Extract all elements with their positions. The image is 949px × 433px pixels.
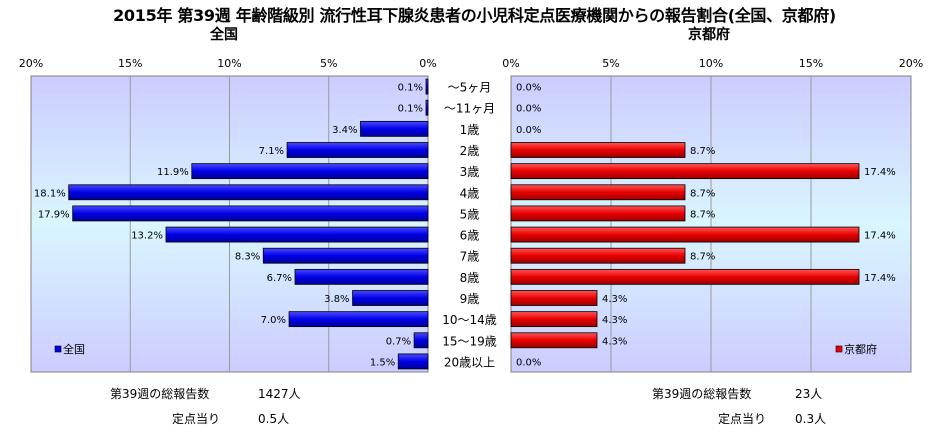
national-data-label: 6.7%	[267, 273, 292, 284]
kyoto-bar	[510, 142, 686, 158]
national-bar	[413, 332, 429, 349]
national-data-label: 3.4%	[332, 125, 357, 136]
category-label: 9歳	[460, 292, 480, 306]
national-bar	[165, 226, 429, 243]
national-legend-label: 全国	[63, 342, 85, 356]
category-label: 2歳	[460, 144, 480, 158]
national-bar	[72, 205, 429, 222]
kyoto-data-label: 4.3%	[602, 315, 627, 326]
kyoto-data-label: 0.0%	[516, 125, 541, 136]
national-bar	[191, 163, 429, 180]
kyoto-data-label: 0.0%	[516, 104, 541, 115]
national-total-label: 第39週の総報告数	[110, 387, 210, 401]
kyoto-bar	[510, 205, 686, 222]
kyoto-per-value: 0.3人	[795, 412, 827, 426]
national-bar	[352, 290, 429, 306]
national-data-label: 17.9%	[38, 209, 70, 220]
national-data-label: 11.9%	[157, 167, 189, 178]
national-data-label: 8.3%	[235, 252, 260, 263]
kyoto-data-label: 8.7%	[690, 146, 715, 157]
national-plot-border	[30, 75, 429, 373]
national-data-label: 18.1%	[34, 188, 66, 199]
national-total-value: 1427人	[258, 387, 301, 401]
national-bar	[425, 99, 429, 116]
kyoto-total-label: 第39週の総報告数	[652, 387, 752, 401]
national-bar	[397, 353, 429, 370]
chart-title: 2015年 第39週 年齢階級別 流行性耳下腺炎患者の小児科定点医療機関からの報…	[113, 6, 836, 25]
national-data-label: 1.5%	[370, 357, 395, 368]
kyoto-data-label: 17.4%	[864, 231, 896, 242]
kyoto-data-label: 17.4%	[864, 273, 896, 284]
kyoto-data-label: 4.3%	[602, 336, 627, 347]
national-tick-label: 0%	[419, 57, 436, 70]
kyoto-data-label: 8.7%	[690, 209, 715, 220]
category-label: ～5ヶ月	[448, 81, 492, 95]
kyoto-bar	[510, 268, 860, 285]
category-label: 20歳以上	[444, 355, 495, 369]
kyoto-plot-border	[510, 75, 912, 373]
kyoto-data-label: 8.7%	[690, 252, 715, 263]
kyoto-tick-label: 10%	[699, 57, 723, 70]
kyoto-tick-label: 20%	[899, 57, 923, 70]
kyoto-data-label: 0.0%	[516, 83, 541, 94]
category-label: 6歳	[460, 229, 480, 243]
category-label: ～11ヶ月	[444, 102, 495, 116]
kyoto-legend-swatch	[835, 345, 843, 353]
national-bar	[294, 268, 429, 285]
kyoto-data-label: 0.0%	[516, 357, 541, 368]
national-tick-label: 5%	[320, 57, 337, 70]
kyoto-bar	[510, 163, 860, 180]
national-bar	[262, 247, 429, 264]
kyoto-data-label: 17.4%	[864, 167, 896, 178]
national-bar	[288, 311, 429, 328]
kyoto-tick-label: 5%	[602, 57, 619, 70]
national-data-label: 0.7%	[386, 336, 411, 347]
kyoto-data-label: 4.3%	[602, 294, 627, 305]
kyoto-data-label: 8.7%	[690, 188, 715, 199]
kyoto-bar	[510, 332, 598, 349]
kyoto-bar	[510, 226, 860, 243]
kyoto-tick-label: 15%	[799, 57, 823, 70]
kyoto-tick-label: 0%	[502, 57, 519, 70]
national-data-label: 0.1%	[398, 83, 423, 94]
kyoto-total-value: 23人	[795, 387, 823, 401]
national-legend-swatch	[54, 345, 62, 353]
category-label: 7歳	[460, 250, 480, 264]
category-label: 3歳	[460, 165, 480, 179]
national-bar	[425, 78, 429, 95]
category-label: 4歳	[460, 186, 480, 200]
national-data-label: 7.0%	[261, 315, 286, 326]
national-data-label: 7.1%	[259, 146, 284, 157]
national-data-label: 13.2%	[131, 231, 163, 242]
national-bar	[286, 142, 429, 158]
kyoto-bar	[510, 311, 598, 328]
kyoto-bar	[510, 290, 598, 306]
kyoto-bar	[510, 184, 686, 201]
national-tick-label: 20%	[19, 57, 43, 70]
national-bar	[360, 120, 429, 137]
category-label: 5歳	[460, 207, 480, 221]
national-tick-label: 10%	[217, 57, 241, 70]
category-label: 10～14歳	[442, 313, 497, 327]
kyoto-subtitle: 京都府	[688, 27, 730, 43]
category-label: 8歳	[460, 271, 480, 285]
category-label: 15～19歳	[442, 334, 497, 348]
national-per-value: 0.5人	[258, 412, 290, 426]
national-bar	[68, 184, 429, 201]
national-tick-label: 15%	[118, 57, 142, 70]
kyoto-per-label: 定点当り	[718, 412, 767, 426]
kyoto-bar	[510, 247, 686, 264]
national-data-label: 0.1%	[398, 104, 423, 115]
national-data-label: 3.8%	[324, 294, 349, 305]
kyoto-legend-label: 京都府	[844, 342, 877, 356]
national-per-label: 定点当り	[172, 412, 221, 426]
category-label: 1歳	[460, 123, 480, 137]
national-subtitle: 全国	[210, 27, 238, 43]
